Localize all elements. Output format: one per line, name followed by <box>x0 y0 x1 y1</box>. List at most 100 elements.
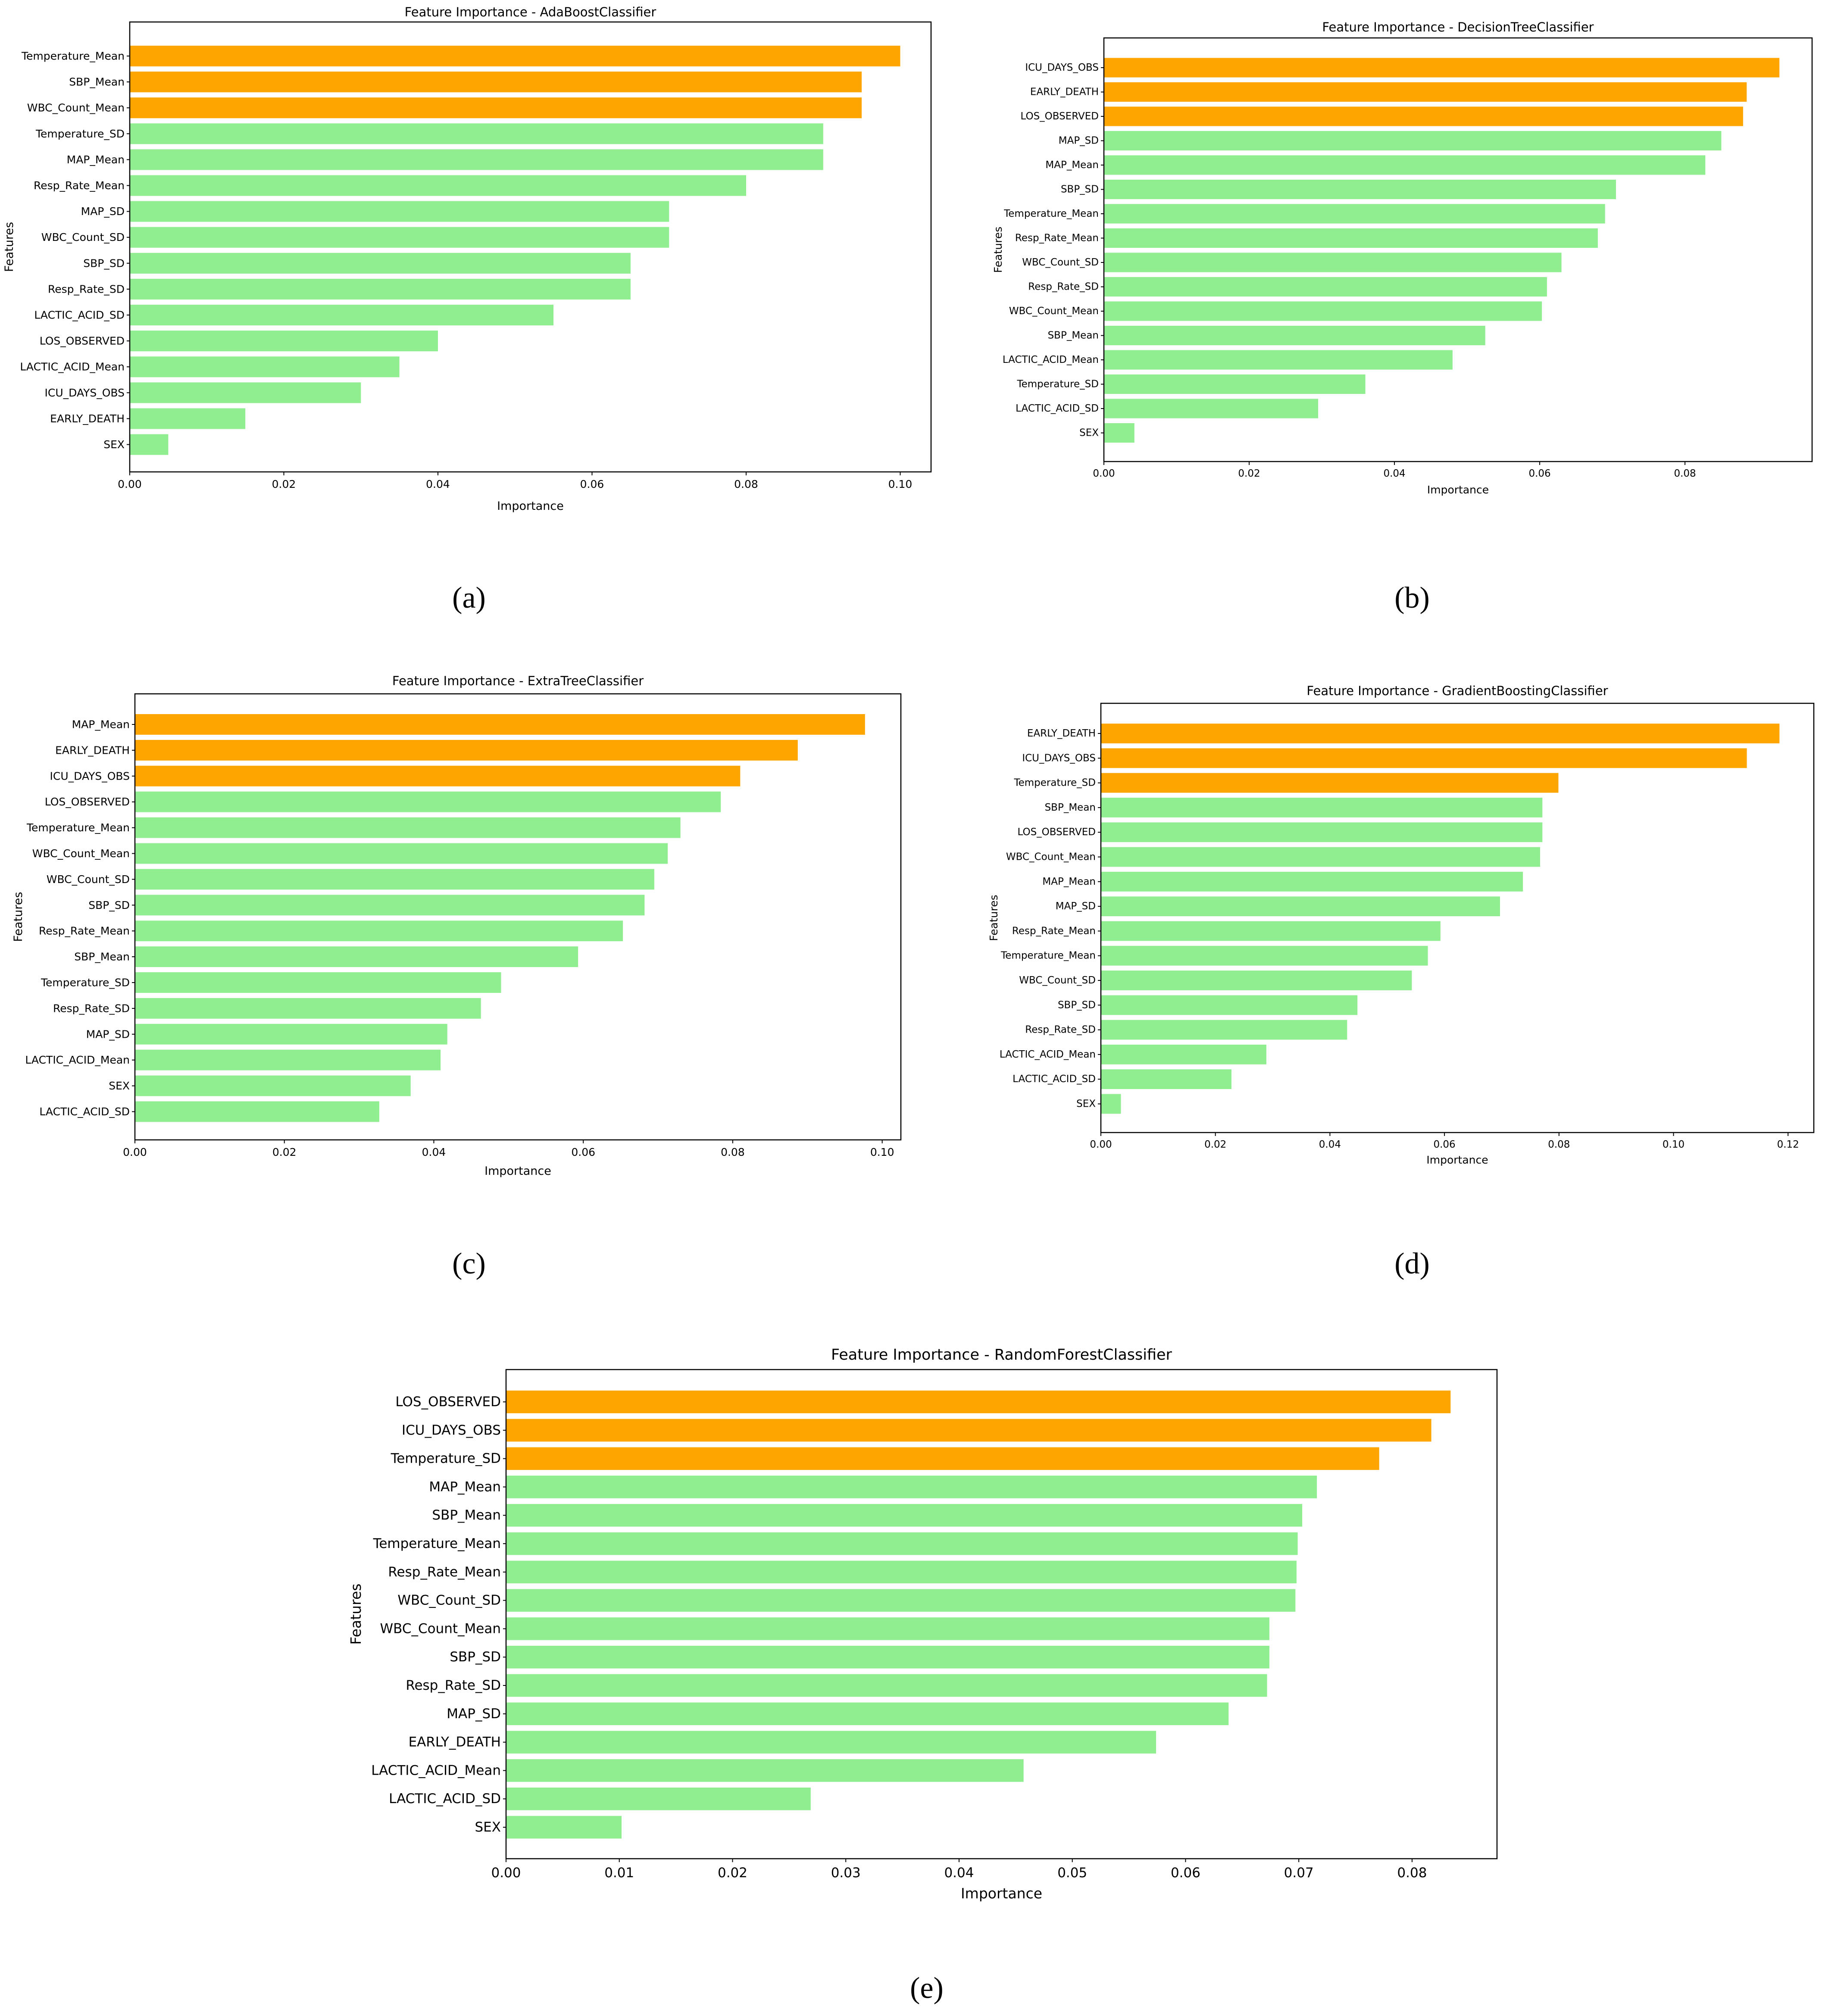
bar-sbp-sd <box>130 253 631 274</box>
x-tick-label: 0.06 <box>1433 1139 1455 1150</box>
y-tick-label: EARLY_DEATH <box>1027 728 1096 739</box>
bar-map-mean <box>130 149 823 170</box>
y-tick-label: Temperature_Mean <box>1000 950 1096 961</box>
y-tick-label: Resp_Rate_SD <box>406 1678 501 1693</box>
y-tick-label: SBP_Mean <box>69 76 125 88</box>
y-tick-label: WBC_Count_Mean <box>1009 306 1099 317</box>
x-tick-label: 0.00 <box>118 478 142 490</box>
x-tick-label: 0.08 <box>1674 468 1696 479</box>
bar-sex <box>1104 423 1134 443</box>
subfigure-caption-e: (e) <box>910 1972 944 2005</box>
y-axis-label: Features <box>992 227 1004 273</box>
y-tick-label: SEX <box>475 1819 501 1835</box>
bar-sbp-mean <box>130 72 862 93</box>
y-tick-label: SEX <box>1079 428 1099 439</box>
plot-area-frame <box>1103 37 1813 462</box>
y-tick-label: Resp_Rate_SD <box>1028 281 1099 293</box>
y-tick-label: ICU_DAYS_OBS <box>402 1423 501 1438</box>
y-tick-label: Temperature_Mean <box>373 1536 501 1551</box>
bar-map-sd <box>506 1702 1229 1726</box>
y-tick-label: LACTIC_ACID_Mean <box>25 1054 130 1066</box>
x-axis-label: Importance <box>961 1885 1042 1902</box>
bar-early-death <box>506 1731 1156 1754</box>
y-tick-label: LOS_OBSERVED <box>1017 827 1096 838</box>
y-tick-label: WBC_Count_SD <box>1019 975 1096 986</box>
x-tick-label: 0.08 <box>721 1146 745 1158</box>
y-tick-label: ICU_DAYS_OBS <box>1022 752 1096 764</box>
y-tick-label: Temperature_SD <box>1016 379 1099 390</box>
y-tick-label: EARLY_DEATH <box>1030 87 1099 98</box>
bar-icu-days-obs <box>1101 748 1747 768</box>
y-tick-label: LACTIC_ACID_SD <box>1016 403 1099 414</box>
x-tick-label: 0.10 <box>1663 1139 1684 1150</box>
bar-wbc-count-mean <box>1104 301 1542 321</box>
bar-sbp-mean <box>1101 798 1543 818</box>
bar-icu-days-obs <box>1104 58 1780 78</box>
chart-gradientboosting: Feature Importance - GradientBoostingCla… <box>988 683 1815 1166</box>
chart-title: Feature Importance - ExtraTreeClassifier <box>392 674 644 688</box>
x-tick-label: 0.04 <box>1383 468 1405 479</box>
x-tick-label: 0.08 <box>734 478 758 490</box>
subfigure-caption-c: (c) <box>452 1247 486 1280</box>
x-tick-label: 0.08 <box>1548 1139 1570 1150</box>
bar-resp-rate-sd <box>130 278 631 300</box>
y-tick-label: SBP_Mean <box>1045 802 1096 813</box>
y-tick-label: SBP_Mean <box>74 951 130 963</box>
bar-wbc-count-sd <box>1104 253 1562 272</box>
x-tick-label: 0.03 <box>831 1865 861 1881</box>
x-tick-label: 0.04 <box>944 1865 974 1881</box>
bar-lactic-acid-mean <box>506 1759 1024 1782</box>
bar-sex <box>130 434 169 455</box>
y-tick-label: Temperature_Mean <box>21 50 125 62</box>
x-tick-label: 0.07 <box>1284 1865 1314 1881</box>
y-axis-label: Features <box>988 895 1000 941</box>
bar-map-sd <box>1104 131 1722 151</box>
bar-resp-rate-sd <box>1101 1020 1347 1040</box>
y-tick-label: MAP_SD <box>1059 135 1099 147</box>
x-tick-label: 0.00 <box>491 1865 521 1881</box>
subfigure-caption-b: (b) <box>1394 581 1430 615</box>
y-tick-label: Temperature_Mean <box>1003 208 1099 219</box>
y-tick-label: LACTIC_ACID_Mean <box>20 361 125 373</box>
y-tick-label: LOS_OBSERVED <box>1020 111 1099 122</box>
bar-resp-rate-mean <box>1104 228 1598 248</box>
y-tick-label: SBP_Mean <box>1048 330 1099 341</box>
x-tick-label: 0.04 <box>422 1146 446 1158</box>
bar-map-sd <box>135 1024 447 1045</box>
y-tick-label: SBP_SD <box>88 899 130 911</box>
bar-map-sd <box>1101 896 1500 916</box>
y-tick-label: SBP_SD <box>1061 184 1099 195</box>
bar-temperature-sd <box>506 1447 1379 1470</box>
bar-lactic-acid-sd <box>506 1787 811 1810</box>
y-tick-label: LACTIC_ACID_SD <box>1013 1074 1096 1085</box>
chart-title: Feature Importance - DecisionTreeClassif… <box>1322 20 1594 34</box>
y-tick-label: Resp_Rate_Mean <box>34 179 125 192</box>
y-tick-label: WBC_Count_Mean <box>380 1621 501 1636</box>
bar-wbc-count-mean <box>130 97 862 119</box>
bar-resp-rate-mean <box>135 921 623 942</box>
bar-temperature-sd <box>130 123 823 144</box>
bar-early-death <box>130 408 246 429</box>
x-tick-label: 0.06 <box>571 1146 595 1158</box>
y-tick-label: Temperature_SD <box>35 128 125 140</box>
y-tick-label: EARLY_DEATH <box>409 1735 501 1750</box>
bar-lactic-acid-sd <box>1104 399 1319 418</box>
chart-title: Feature Importance - AdaBoostClassifier <box>405 5 656 19</box>
bar-sex <box>135 1075 411 1096</box>
y-tick-label: EARLY_DEATH <box>55 744 130 756</box>
y-tick-label: LOS_OBSERVED <box>40 335 125 347</box>
y-tick-label: SEX <box>1076 1099 1096 1110</box>
bar-temperature-mean <box>1104 204 1605 224</box>
bar-wbc-count-sd <box>506 1589 1296 1612</box>
x-axis-label: Importance <box>484 1164 551 1178</box>
y-tick-label: WBC_Count_SD <box>1022 257 1099 268</box>
y-tick-label: MAP_Mean <box>1045 159 1099 171</box>
y-tick-label: EARLY_DEATH <box>50 412 125 425</box>
y-tick-label: SEX <box>109 1080 130 1092</box>
subfigure-caption-a: (a) <box>452 581 486 615</box>
bar-los-observed <box>130 331 438 352</box>
chart-randomforest: Feature Importance - RandomForestClassif… <box>347 1346 1498 1902</box>
plot-area-frame <box>129 21 932 473</box>
bar-sbp-sd <box>1101 995 1358 1015</box>
bar-sbp-mean <box>135 946 578 967</box>
